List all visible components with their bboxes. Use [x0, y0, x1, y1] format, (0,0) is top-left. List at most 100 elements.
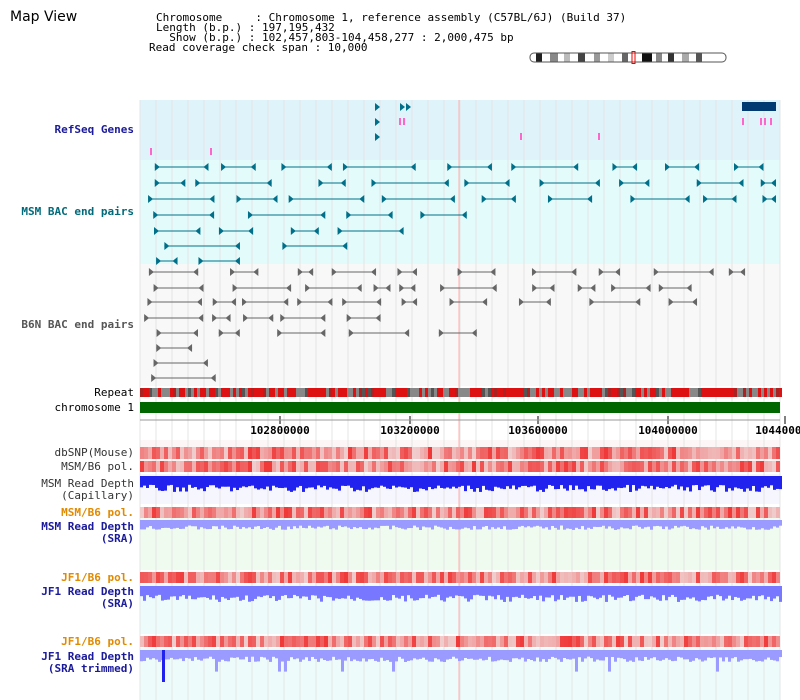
repeat-segment	[587, 388, 590, 397]
msm-pol-sra-cell	[768, 507, 772, 518]
b6n-bac-end	[577, 284, 583, 292]
dbsnp-cell	[224, 447, 228, 459]
msm-depth-cap-bar	[506, 476, 509, 487]
jf1-depth-sra-bar	[551, 586, 554, 596]
repeat-segment	[215, 388, 218, 397]
jf1-pol-trim-cell	[744, 636, 748, 647]
msm-depth-cap-bar	[371, 476, 374, 489]
dbsnp-cell	[564, 447, 568, 459]
msm-pol-sra-cell	[672, 507, 676, 518]
repeat-segment	[530, 388, 533, 397]
repeat-segment	[353, 388, 356, 397]
repeat-segment	[488, 388, 491, 397]
repeat-segment	[515, 388, 518, 397]
jf1-depth-sra-bar	[284, 586, 287, 596]
msm-bac-end-pairs-label[interactable]: MSM BAC end pairs	[21, 205, 134, 218]
msm-pol-sra-cell	[524, 507, 528, 518]
msm-depth-cap-bar	[203, 476, 206, 492]
jf1-depth-trim-bar	[683, 650, 686, 660]
msm-pol-cell	[388, 461, 392, 472]
dbsnp-cell	[652, 447, 656, 459]
jf1-depth-trim-bar	[362, 650, 365, 659]
jf1-depth-trim-bar	[374, 650, 377, 661]
msm-bac-end	[221, 163, 227, 171]
msm-depth-cap-bar	[350, 476, 353, 488]
refseq-gene	[375, 133, 380, 141]
dbsnp-cell	[756, 447, 760, 459]
jf1-depth-sra-bar	[569, 586, 572, 597]
repeat-segment	[602, 388, 605, 397]
repeat-segment	[635, 388, 638, 397]
jf1-depth-sra-bar	[344, 586, 347, 599]
msm-depth-sra-bar	[467, 520, 470, 529]
b6n-bac-end-pairs-label[interactable]: B6N BAC end pairs	[21, 318, 134, 331]
repeat-segment	[266, 388, 269, 397]
msm-depth-cap-bar	[146, 476, 149, 488]
repeat-segment	[164, 388, 167, 397]
msm-depth-sra-bar	[536, 520, 539, 526]
jf1-depth-sra-bar	[161, 586, 164, 601]
jf1-depth-sra-bar	[749, 586, 752, 599]
jf1-depth-sra-bar	[440, 586, 443, 601]
jf1-depth-sra-bar	[191, 586, 194, 600]
msm-pol-cell	[268, 461, 272, 472]
jf1-pol-trim-cell	[444, 636, 448, 647]
b6n-bac-end	[549, 284, 555, 292]
repeat-segment	[308, 388, 311, 397]
jf1-depth-sra-bar	[413, 586, 416, 601]
b6n-bac-end	[268, 314, 274, 322]
msm-depth-sra-bar	[569, 520, 572, 529]
msm-depth-sra-bar	[581, 520, 584, 527]
msm-bac-end	[731, 195, 737, 203]
msm-pol-cell	[608, 461, 612, 472]
msm-depth-cap-bar	[293, 476, 296, 491]
axis-tick-label: 102800000	[250, 424, 310, 437]
msm-depth-cap-bar	[440, 476, 443, 488]
msm-bac-end	[410, 163, 416, 171]
jf1-pol-trim-cell	[192, 636, 196, 647]
msm-depth-cap-bar	[560, 476, 563, 486]
msm-pol-sra-cell	[176, 507, 180, 518]
msm-bac-end	[209, 195, 215, 203]
jf1-pol-trim-cell	[692, 636, 696, 647]
msm-bac-end	[180, 179, 186, 187]
jf1-depth-sra-bar	[653, 586, 656, 598]
jf1-depth-trim-bar	[581, 650, 584, 662]
chromosome-ideogram[interactable]	[528, 50, 730, 66]
jf1-pol-trim-cell	[464, 636, 468, 647]
repeat-segment	[152, 388, 155, 397]
msm-depth-cap-bar	[353, 476, 356, 492]
msm-depth-sra-bar	[197, 520, 200, 530]
jf1-depth-sra-bar	[173, 586, 176, 597]
repeat-segment	[248, 388, 251, 397]
msm-pol-sra-cell	[600, 507, 604, 518]
jf1-depth-sra-bar	[641, 586, 644, 595]
msm-pol-cell	[376, 461, 380, 472]
jf1-depth-trim-bar	[176, 650, 179, 660]
msm-pol-cell	[312, 461, 316, 472]
dbsnp-cell	[748, 447, 752, 459]
jf1-depth-sra-bar	[746, 586, 749, 599]
msm-depth-sra-bar	[416, 520, 419, 528]
dbsnp-cell	[676, 447, 680, 459]
dbsnp-cell	[240, 447, 244, 459]
repeat-segment	[395, 388, 398, 397]
msm-bac-end	[398, 227, 404, 235]
jf1-pol-cell	[328, 572, 332, 583]
jf1-depth-trim-bar	[311, 650, 314, 657]
msm-bac-end	[154, 227, 160, 235]
dbsnp-cell	[604, 447, 608, 459]
jf1-pol-trim-cell	[420, 636, 424, 647]
msm-depth-cap-bar	[341, 476, 344, 486]
msm-depth-sra-bar	[440, 520, 443, 528]
msm-pol-sra-cell	[512, 507, 516, 518]
msm-depth-cap-bar	[668, 476, 671, 489]
msm-pol-sra-cell	[172, 507, 176, 518]
jf1-pol-trim-cell	[244, 636, 248, 647]
refseq-genes-label[interactable]: RefSeq Genes	[54, 123, 134, 136]
msm-depth-cap-bar	[206, 476, 209, 488]
msm-depth-sra-bar	[455, 520, 458, 530]
msm-pol-cell	[164, 461, 168, 472]
jf1-pol-trim-cell	[404, 636, 408, 647]
